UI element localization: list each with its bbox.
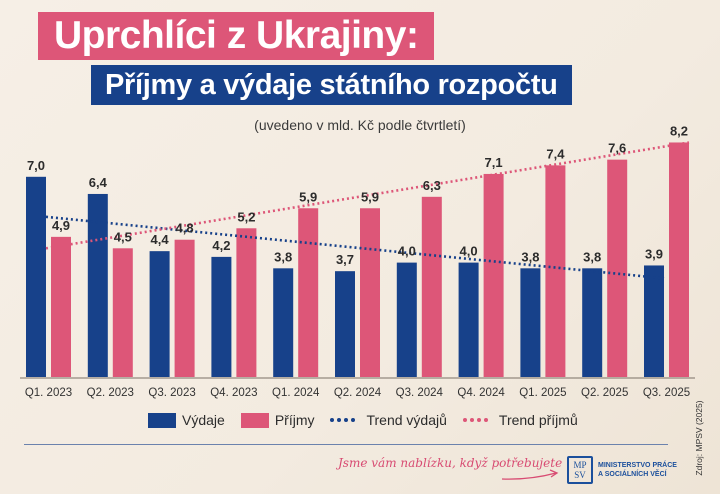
arrow-icon [501,469,559,480]
logo-text: MINISTERSTVO PRÁCE A SOCIÁLNÍCH VĚCÍ [598,461,677,479]
data-label-vydaje: 7,0 [27,158,45,173]
x-tick-label: Q1. 2023 [25,387,72,399]
chart-title: Uprchlíci z Ukrajiny: [38,12,435,60]
x-tick-label: Q1. 2024 [272,387,320,399]
legend-swatch-vydaje [148,412,176,428]
legend-item-vydaje: Výdaje [148,412,225,428]
mpsv-logo: MP SV MINISTERSTVO PRÁCE A SOCIÁLNÍCH VĚ… [567,456,677,484]
bar-prijmy [174,239,195,377]
bar-vydaje [582,268,603,377]
x-tick-label: Q4. 2024 [457,387,505,399]
bar-vydaje [458,262,479,377]
bar-prijmy [51,236,71,377]
unit-note: (uvedeno v mld. Kč podle čtvrtletí) [254,117,466,133]
chart-legend: Výdaje Příjmy Trend výdajů Trend příjmů [148,411,594,429]
bar-prijmy [669,142,689,377]
trend-line-prijmu [45,141,690,250]
data-label-prijmy: 7,6 [608,141,626,156]
legend-label-trend-vydaju: Trend výdajů [366,412,447,428]
data-label-prijmy: 4,8 [176,221,194,236]
logo-letters-bottom: SV [574,470,586,480]
x-tick-label: Q2. 2025 [581,387,628,399]
bar-vydaje [149,251,170,377]
data-label-vydaje: 3,8 [521,249,539,264]
x-tick-label: Q3. 2023 [148,387,195,399]
legend-item-trend-vydaju: Trend výdajů [330,412,447,428]
bar-prijmy [236,228,257,377]
bar-prijmy [607,159,628,377]
legend-item-prijmy: Příjmy [240,412,315,428]
bar-prijmy [545,165,566,377]
data-label-prijmy: 5,2 [237,209,255,224]
legend-item-trend-prijmu: Trend příjmů [462,412,578,428]
data-label-vydaje: 3,9 [645,246,663,261]
legend-label-prijmy: Příjmy [274,412,315,428]
data-label-vydaje: 4,4 [151,232,170,247]
bar-chart: 7,0 4,9 6,4 4,5 4,4 4,8 4,2 5,2 3,8 5,9 3,7 5,9 4,0 6… [20,123,695,399]
x-tick-label: Q3. 2025 [643,387,690,399]
legend-label-trend-prijmu: Trend příjmů [498,412,578,428]
x-tick-label: Q1. 2025 [519,387,566,399]
x-tick-label: Q3. 2024 [396,387,444,399]
bar-vydaje [396,262,417,377]
data-label-vydaje: 4,2 [212,238,230,253]
x-tick-label: Q2. 2023 [87,387,134,399]
chart-subtitle: Příjmy a výdaje státního rozpočtu [91,65,572,105]
x-tick-label: Q2. 2024 [334,387,382,399]
data-label-prijmy: 5,9 [299,189,317,204]
data-label-vydaje: 3,8 [583,249,601,264]
bar-vydaje [211,256,232,377]
bar-prijmy [360,208,380,377]
legend-dots-trend-prijmu [462,418,491,422]
data-label-vydaje: 3,8 [274,249,292,264]
data-label-prijmy: 8,2 [670,123,688,138]
logo-letters-top: MP [573,460,587,470]
bar-vydaje [87,193,108,377]
bar-prijmy [298,208,319,377]
data-label-prijmy: 6,3 [423,178,441,193]
mpsv-logo-mark: MP SV [567,456,593,484]
data-label-vydaje: 4,0 [398,244,416,259]
bar-prijmy [421,196,442,377]
trend-line-vydaju [45,215,665,280]
data-label-prijmy: 7,1 [485,155,503,170]
bar-vydaje [26,176,46,377]
logo-line-1: MINISTERSTVO PRÁCE [598,462,677,469]
x-tick-label: Q4. 2023 [210,387,257,399]
source-note: Zdroj: MPSV (2025) [694,400,704,476]
data-label-prijmy: 4,5 [114,229,132,244]
legend-swatch-prijmy [240,412,269,428]
data-label-vydaje: 3,7 [336,252,354,267]
data-label-vydaje: 4,0 [460,244,478,259]
data-label-prijmy: 7,4 [546,146,565,161]
bar-prijmy [112,248,133,377]
data-label-prijmy: 5,9 [361,189,379,204]
logo-line-2: A SOCIÁLNÍCH VĚCÍ [598,471,667,478]
bar-prijmy [483,173,504,377]
bar-vydaje [644,265,664,377]
data-label-vydaje: 6,4 [89,175,108,190]
legend-dots-trend-vydaju [330,418,358,422]
bar-vydaje [273,268,294,377]
slogan: Jsme vám nablízku, když potřebujete [338,456,563,470]
footer-divider-right [378,444,668,445]
data-label-prijmy: 4,9 [52,218,70,233]
legend-label-vydaje: Výdaje [182,412,225,428]
bar-vydaje [520,268,541,377]
footer-divider [24,444,378,445]
bar-vydaje [335,271,355,377]
